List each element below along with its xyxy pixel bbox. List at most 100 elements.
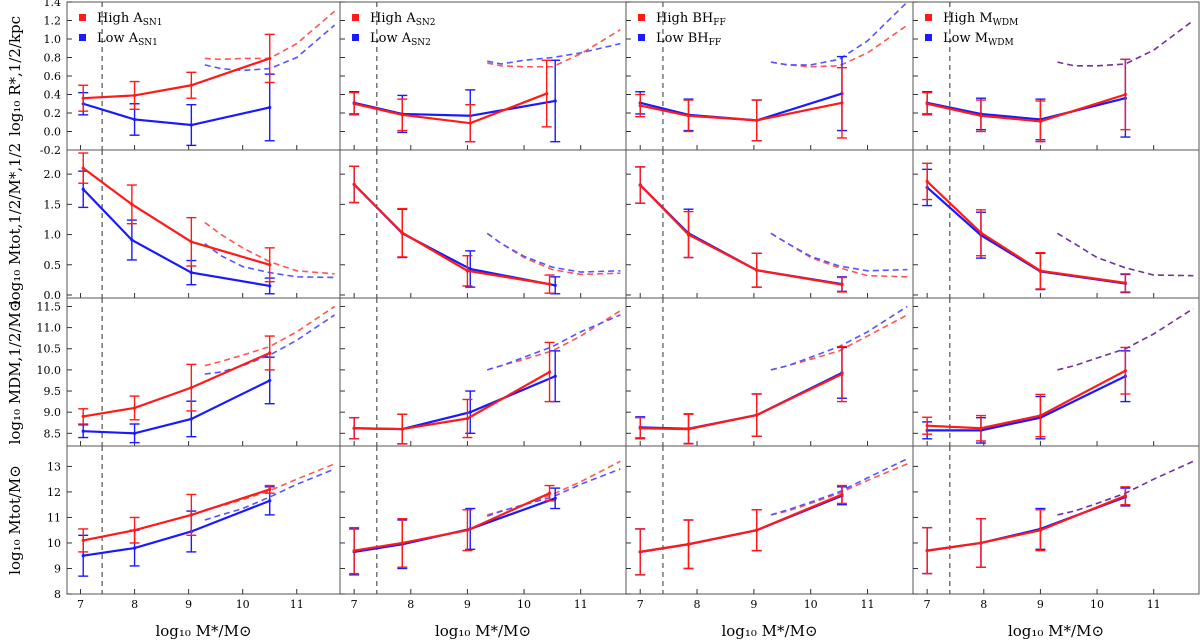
dashed-curve-low [770, 305, 908, 371]
series-line-high [83, 488, 271, 542]
x-tick-label: 7 [77, 598, 84, 611]
legend-label-subscript: SN2 [411, 38, 431, 48]
dashed-curve-low [487, 314, 621, 371]
dashed-curve-high [770, 463, 908, 516]
data-point [468, 121, 472, 125]
series-line-low [82, 188, 270, 288]
y-tick-label: 11.0 [37, 322, 62, 335]
x-tick-label: 10 [236, 598, 250, 611]
legend-label-main: Low A [370, 31, 412, 46]
x-tick-label: 9 [464, 598, 471, 611]
y-tick-label: 10 [47, 537, 61, 550]
data-point [465, 269, 470, 273]
y-tick-label: 1.0 [44, 33, 62, 46]
dashed-curve-high [204, 10, 336, 61]
dashed-curve-low [770, 1, 908, 66]
series-line-low [353, 99, 556, 117]
x-axis-label: log₁₀ M*/M⊙ [721, 622, 817, 640]
series-line-low [927, 375, 1126, 432]
series-line-low [640, 494, 843, 553]
legend-swatch [79, 14, 86, 21]
y-tick-label: 10.5 [37, 343, 62, 356]
data-point [189, 123, 193, 127]
y-tick-label: 9.5 [44, 385, 62, 398]
x-tick-label: 10 [1090, 598, 1104, 611]
x-tick-label: 9 [1037, 598, 1044, 611]
data-point [268, 284, 272, 288]
dashed-curve-high [204, 305, 336, 367]
legend-label-subscript: WDM [988, 38, 1014, 48]
data-point [925, 424, 929, 428]
series-line-low [927, 496, 1126, 552]
data-point [925, 102, 929, 106]
data-point [755, 528, 759, 532]
y-tick-label: -0.2 [40, 144, 61, 157]
data-point [352, 549, 356, 553]
data-point [1123, 281, 1127, 285]
panel-frame [339, 445, 627, 595]
series-line-high [353, 183, 550, 286]
data-point [840, 372, 844, 376]
data-point [81, 538, 85, 543]
data-point [268, 487, 272, 491]
legend-label: High BHFF [656, 11, 726, 28]
data-point [1123, 494, 1127, 498]
data-point [638, 426, 642, 430]
panel-r3-c2: 7 8 9 10 11 [625, 445, 914, 611]
data-point [189, 513, 193, 517]
series-line-low [639, 92, 843, 122]
data-point [352, 182, 356, 187]
panel-r1-c2 [625, 149, 914, 299]
data-point [553, 283, 557, 287]
legend-swatch [638, 14, 645, 21]
data-point [132, 431, 137, 435]
x-axis-label: log₁₀ M*/M⊙ [435, 622, 531, 640]
x-tick-label: 11 [861, 598, 875, 611]
series-line-low [353, 497, 556, 553]
dashed-curve-low [486, 468, 621, 517]
data-point [352, 426, 356, 430]
x-axis-label: log₁₀ M*/M⊙ [1008, 622, 1104, 640]
series-line-high [83, 57, 271, 100]
data-point [81, 96, 85, 100]
dashed-curve-low [770, 458, 908, 516]
data-point [465, 528, 470, 532]
x-tick-label: 9 [750, 598, 757, 611]
data-point [132, 93, 137, 98]
data-point [553, 99, 557, 103]
series-line-high [927, 369, 1126, 430]
legend-label: Low BHFF [656, 31, 721, 48]
data-point [132, 117, 137, 122]
panel-frame [66, 297, 341, 447]
series-line-high [354, 371, 551, 431]
data-point [686, 114, 691, 118]
panel-frame [912, 297, 1200, 447]
panel-r3-c1: 7 8 9 10 11 [339, 445, 627, 611]
legend-label-subscript: SN1 [138, 38, 158, 48]
legend-label: High MWDM [943, 11, 1018, 28]
series-line-low [926, 97, 1126, 121]
y-tick-label: 1.2 [44, 15, 62, 28]
series-line-high [82, 167, 271, 266]
series-line-high [639, 101, 843, 122]
data-point [468, 267, 472, 271]
series-line-high [926, 93, 1126, 123]
series-line-high [926, 180, 1126, 284]
series-line-high [83, 351, 271, 418]
legend-swatch [352, 14, 359, 21]
panel-frame [625, 445, 914, 595]
series-line-high [353, 492, 550, 552]
dashed-curve-low [204, 314, 336, 375]
series-line-high [640, 373, 843, 431]
x-tick-label: 9 [185, 598, 192, 611]
panel-r3-c0: 7 8 9 10 11 8 9 10 11 12 13 [47, 445, 341, 611]
dashed-curve-both [1057, 307, 1194, 371]
x-tick-label: 8 [980, 598, 987, 611]
data-point [130, 202, 134, 206]
legend-label-main: Low A [97, 31, 139, 46]
dashed-curve-high [770, 24, 908, 68]
panel-r2-c2 [625, 297, 914, 447]
x-tick-label: 10 [517, 598, 531, 611]
